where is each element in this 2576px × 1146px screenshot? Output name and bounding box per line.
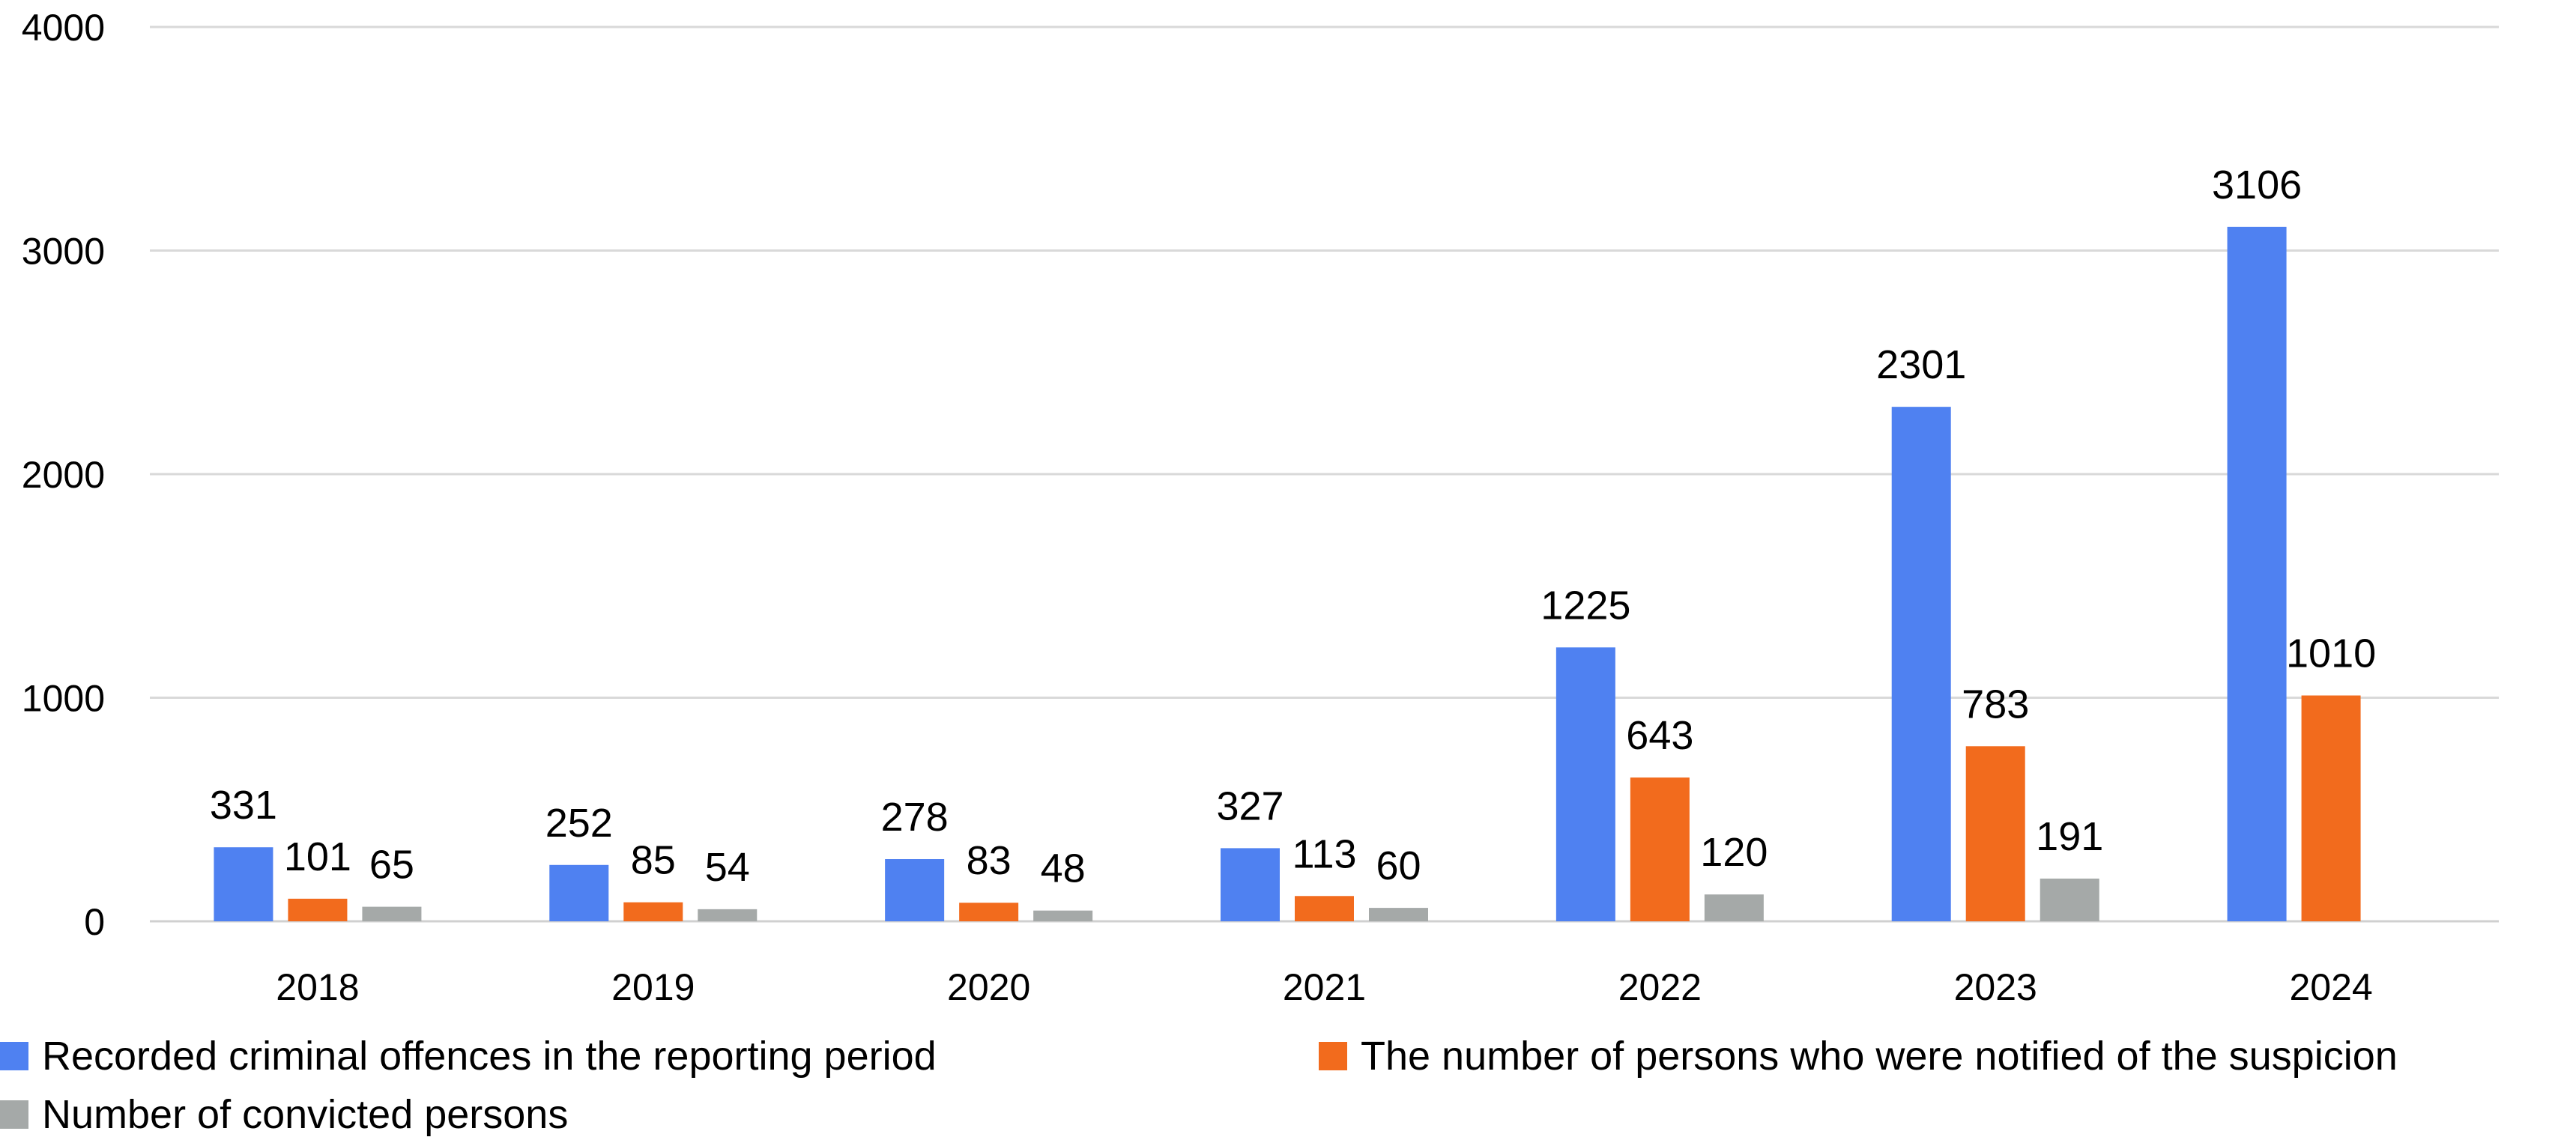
y-tick-label-3000: 3000 (22, 231, 105, 273)
bar-recorded-criminal-offences-2023 (1891, 407, 1951, 921)
legend-swatch-persons-notified (1319, 1042, 1347, 1070)
y-tick-label-1000: 1000 (22, 678, 105, 720)
data-label-number-of-convicted-2022: 120 (1700, 830, 1768, 875)
bar-number-of-convicted-2023 (2040, 878, 2099, 921)
data-label-the-number-of-2024: 1010 (2286, 631, 2376, 676)
bar-recorded-criminal-offences-2024 (2227, 226, 2287, 921)
data-label-recorded-criminal-offences-2021: 327 (1216, 783, 1284, 828)
data-label-the-number-of-2020: 83 (967, 838, 1012, 883)
data-label-the-number-of-2023: 783 (1962, 682, 2029, 727)
data-label-the-number-of-2019: 85 (631, 838, 676, 883)
bar-recorded-criminal-offences-2019 (549, 864, 609, 921)
data-label-number-of-convicted-2019: 54 (705, 845, 750, 890)
bar-recorded-criminal-offences-2021 (1221, 848, 1280, 921)
bars (214, 226, 2361, 921)
x-tick-label-2024: 2024 (2289, 966, 2372, 1008)
legend: Recorded criminal offences in the report… (0, 1026, 2576, 1146)
data-label-number-of-convicted-2020: 48 (1041, 846, 1086, 891)
y-tick-label-4000: 4000 (22, 7, 105, 49)
legend-swatch-convicted-persons (0, 1100, 28, 1129)
x-tick-label-2021: 2021 (1283, 966, 1366, 1008)
bar-the-number-of-2024 (2301, 695, 2361, 921)
bar-the-number-of-2021 (1295, 896, 1354, 921)
y-axis-ticks: 0 1000 2000 3000 4000 (22, 7, 105, 943)
data-label-recorded-criminal-offences-2020: 278 (881, 795, 949, 840)
bar-the-number-of-2022 (1630, 777, 1690, 921)
bar-the-number-of-2023 (1965, 746, 2025, 921)
legend-item-persons-notified: The number of persons who were notified … (1319, 1026, 2398, 1086)
x-tick-label-2019: 2019 (611, 966, 695, 1008)
bar-number-of-convicted-2019 (698, 909, 758, 921)
y-tick-label-2000: 2000 (22, 454, 105, 496)
legend-label-recorded-offences: Recorded criminal offences in the report… (42, 1034, 937, 1079)
data-label-number-of-convicted-2021: 60 (1376, 843, 1421, 888)
data-label-number-of-convicted-2018: 65 (369, 843, 414, 888)
bar-number-of-convicted-2021 (1369, 908, 1428, 921)
y-tick-label-0: 0 (84, 901, 105, 943)
data-label-the-number-of-2021: 113 (1292, 831, 1356, 876)
data-label-recorded-criminal-offences-2022: 1225 (1541, 583, 1630, 628)
x-axis-ticks: 2018 2019 2020 2021 2022 2023 2024 (276, 966, 2372, 1008)
bar-recorded-criminal-offences-2022 (1555, 647, 1615, 921)
data-label-the-number-of-2018: 101 (284, 834, 351, 879)
bar-number-of-convicted-2020 (1033, 910, 1093, 921)
bar-number-of-convicted-2022 (1704, 894, 1764, 921)
data-label-number-of-convicted-2023: 191 (2036, 814, 2103, 859)
x-tick-label-2023: 2023 (1954, 966, 2037, 1008)
bar-the-number-of-2020 (959, 903, 1019, 921)
legend-item-convicted-persons: Number of convicted persons (0, 1085, 568, 1145)
bar-the-number-of-2019 (623, 902, 683, 921)
bar-recorded-criminal-offences-2020 (885, 859, 945, 921)
data-label-the-number-of-2022: 643 (1626, 713, 1693, 758)
x-tick-label-2022: 2022 (1618, 966, 1702, 1008)
legend-label-persons-notified: The number of persons who were notified … (1361, 1034, 2398, 1079)
gridlines (150, 25, 2499, 923)
data-label-recorded-criminal-offences-2024: 3106 (2212, 163, 2302, 207)
x-tick-label-2018: 2018 (276, 966, 359, 1008)
x-tick-label-2020: 2020 (947, 966, 1030, 1008)
data-label-recorded-criminal-offences-2018: 331 (210, 783, 277, 828)
data-label-recorded-criminal-offences-2019: 252 (545, 801, 613, 846)
legend-item-recorded-offences: Recorded criminal offences in the report… (0, 1026, 937, 1086)
bar-number-of-convicted-2018 (362, 906, 422, 921)
bar-recorded-criminal-offences-2018 (214, 847, 273, 921)
bar-the-number-of-2018 (288, 898, 348, 921)
legend-swatch-recorded-offences (0, 1042, 28, 1070)
data-label-recorded-criminal-offences-2023: 2301 (1876, 342, 1966, 387)
legend-label-convicted-persons: Number of convicted persons (42, 1092, 569, 1137)
